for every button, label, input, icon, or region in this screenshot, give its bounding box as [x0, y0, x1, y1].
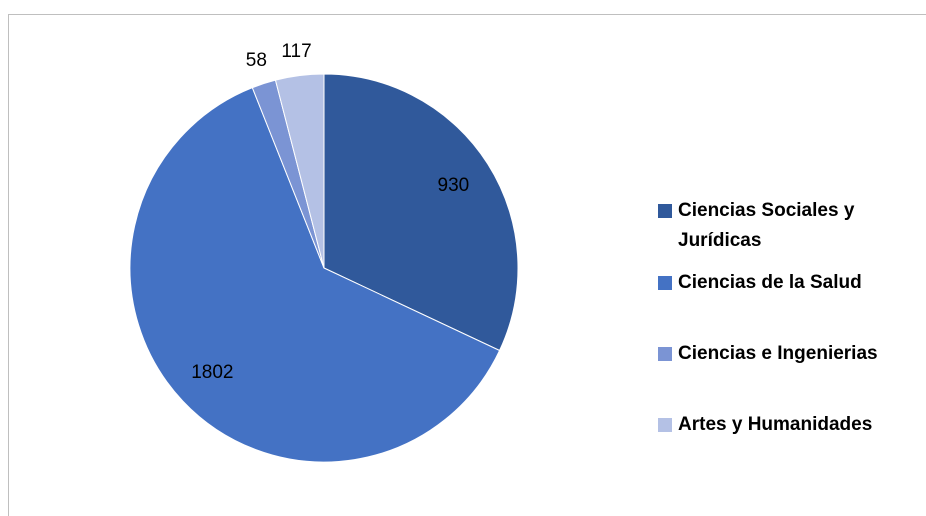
legend-swatch — [658, 418, 672, 432]
data-label: 58 — [246, 50, 267, 71]
legend-label: Artes y Humanidades — [678, 414, 873, 435]
legend-item: Ciencias de la Salud — [658, 268, 908, 298]
legend-label: Ciencias e Ingenierias — [678, 343, 878, 364]
legend-swatch — [658, 204, 672, 218]
legend-label: Ciencias de la Salud — [678, 272, 862, 293]
data-label: 1802 — [191, 362, 233, 383]
data-label: 930 — [438, 175, 470, 196]
pie-slice — [274, 73, 325, 269]
pie-slice — [129, 87, 501, 463]
legend-item: Artes y Humanidades — [658, 410, 908, 440]
frame — [8, 14, 926, 516]
pie-slice — [323, 73, 519, 352]
legend-swatch — [658, 347, 672, 361]
legend-item: Ciencias e Ingenierias — [658, 339, 908, 369]
legend-label: Ciencias Sociales y Jurídicas — [678, 200, 855, 251]
data-label: 117 — [281, 41, 311, 62]
legend-swatch — [658, 276, 672, 290]
legend-item: Ciencias Sociales y Jurídicas — [658, 196, 908, 256]
